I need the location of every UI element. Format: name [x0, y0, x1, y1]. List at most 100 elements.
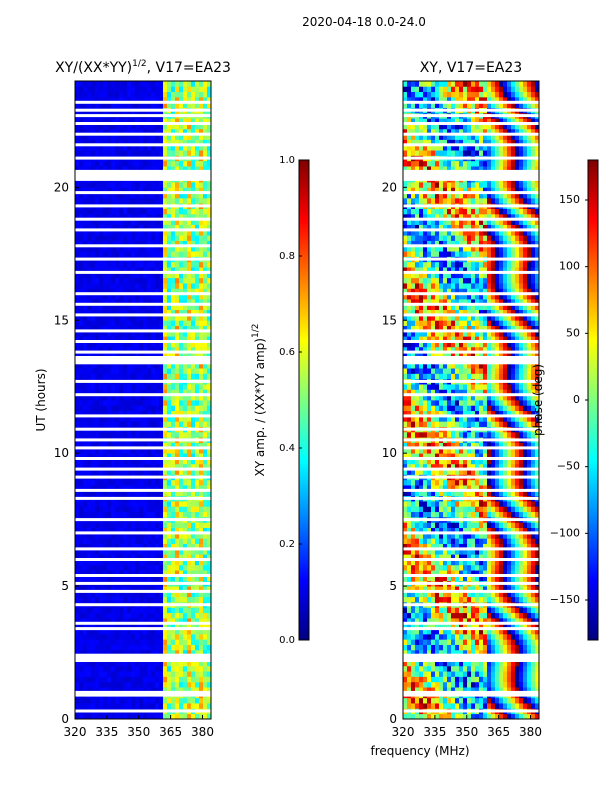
heatmap-cell — [111, 197, 116, 204]
flag-band — [75, 379, 211, 383]
heatmap-cell — [159, 96, 164, 103]
heatmap-cell — [99, 293, 104, 300]
heatmap-cell — [471, 671, 476, 677]
heatmap-cell — [535, 665, 540, 672]
heatmap-cell — [187, 304, 192, 311]
heatmap-cell — [167, 208, 172, 215]
heatmap-cell — [131, 336, 136, 342]
heatmap-cell — [199, 421, 204, 427]
heatmap-cell — [487, 687, 492, 693]
y-tick-label: 20 — [54, 180, 69, 194]
heatmap-cell — [91, 150, 96, 156]
heatmap-cell — [79, 314, 84, 321]
heatmap-cell — [99, 564, 104, 571]
heatmap-cell — [119, 235, 124, 241]
heatmap-cell — [115, 665, 120, 672]
heatmap-cell — [191, 415, 196, 422]
heatmap-cell — [435, 660, 440, 667]
heatmap-cell — [411, 687, 416, 693]
heatmap-cell — [107, 575, 112, 582]
heatmap-cell — [411, 713, 416, 720]
heatmap-cell — [87, 251, 92, 257]
heatmap-cell — [123, 384, 128, 390]
heatmap-cell — [203, 405, 208, 412]
heatmap-cell — [151, 134, 156, 140]
heatmap-cell — [463, 628, 468, 635]
heatmap-cell — [203, 554, 208, 560]
heatmap-cell — [207, 501, 212, 507]
heatmap-cell — [163, 559, 168, 566]
heatmap-cell — [91, 697, 96, 704]
heatmap-cell — [531, 687, 536, 693]
heatmap-cell — [75, 352, 80, 358]
heatmap-cell — [91, 81, 96, 87]
heatmap-cell — [163, 128, 168, 135]
heatmap-cell — [103, 208, 108, 215]
heatmap-cell — [131, 665, 136, 672]
heatmap-cell — [135, 681, 140, 688]
heatmap-cell — [131, 538, 136, 544]
heatmap-cell — [167, 490, 172, 497]
heatmap-cell — [167, 421, 172, 427]
heatmap-cell — [503, 633, 508, 640]
heatmap-cell — [123, 501, 128, 507]
heatmap-cell — [195, 235, 200, 241]
heatmap-cell — [175, 251, 180, 257]
heatmap-cell — [107, 564, 112, 571]
heatmap-cell — [191, 102, 196, 108]
heatmap-cell — [115, 410, 120, 417]
heatmap-cell — [451, 671, 456, 677]
heatmap-cell — [191, 538, 196, 544]
heatmap-cell — [159, 187, 164, 194]
heatmap-cell — [131, 352, 136, 358]
heatmap-cell — [415, 676, 420, 683]
heatmap-cell — [139, 368, 144, 374]
heatmap-cell — [87, 144, 92, 151]
heatmap-cell — [139, 304, 144, 311]
heatmap-cell — [431, 713, 436, 720]
heatmap-cell — [143, 570, 148, 576]
heatmap-cell — [199, 96, 204, 103]
heatmap-cell — [151, 665, 156, 672]
heatmap-cell — [99, 671, 104, 677]
heatmap-cell — [115, 447, 120, 454]
y-tick-label: 5 — [61, 579, 69, 593]
heatmap-cell — [515, 591, 520, 598]
heatmap-cell — [143, 197, 148, 204]
heatmap-cell — [187, 102, 192, 108]
heatmap-cell — [83, 341, 88, 348]
heatmap-cell — [111, 453, 116, 459]
heatmap-cell — [95, 341, 100, 348]
heatmap-cell — [79, 681, 84, 688]
heatmap-cell — [147, 341, 152, 348]
heatmap-cell — [115, 639, 120, 645]
heatmap-cell — [115, 431, 120, 438]
heatmap-cell — [79, 453, 84, 459]
heatmap-cell — [195, 96, 200, 103]
heatmap-cell — [167, 197, 172, 204]
heatmap-cell — [207, 548, 212, 555]
heatmap-cell — [499, 633, 504, 640]
heatmap-cell — [111, 91, 116, 98]
heatmap-cell — [159, 118, 164, 124]
heatmap-cell — [175, 160, 180, 167]
heatmap-cell — [91, 506, 96, 513]
flag-band — [75, 169, 211, 173]
heatmap-cell — [471, 639, 476, 645]
heatmap-cell — [115, 644, 120, 651]
heatmap-cell — [195, 697, 200, 704]
heatmap-cell — [187, 617, 192, 624]
heatmap-cell — [199, 197, 204, 204]
heatmap-cell — [95, 219, 100, 225]
heatmap-cell — [195, 633, 200, 640]
heatmap-cell — [159, 240, 164, 247]
heatmap-cell — [207, 665, 212, 672]
heatmap-cell — [195, 213, 200, 220]
heatmap-cell — [135, 410, 140, 417]
heatmap-cell — [207, 197, 212, 204]
heatmap-cell — [203, 325, 208, 332]
heatmap-cell — [111, 676, 116, 683]
heatmap-cell — [511, 703, 516, 709]
heatmap-cell — [131, 522, 136, 528]
heatmap-cell — [167, 665, 172, 672]
